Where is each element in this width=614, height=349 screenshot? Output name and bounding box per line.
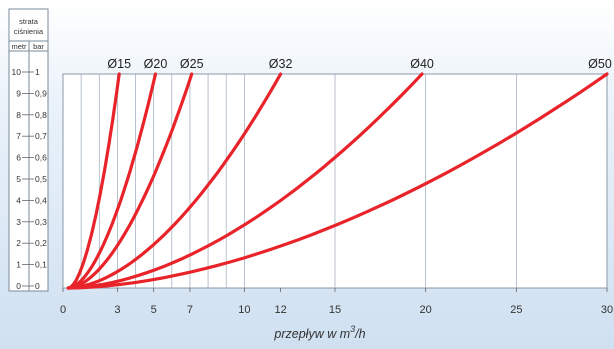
series-curve	[66, 72, 194, 290]
y-tick-meters: 2	[16, 238, 21, 248]
series-curve	[66, 72, 424, 290]
y-tick-bar: 0,3	[35, 217, 47, 227]
y-tick-meters: 7	[16, 131, 21, 141]
y-unit-meters: metr	[12, 42, 28, 51]
series-label: Ø20	[144, 57, 168, 71]
series-curve	[66, 72, 609, 290]
y-tick-bar: 0,6	[35, 153, 47, 163]
series-label: Ø50	[588, 57, 612, 71]
x-tick-label: 30	[601, 304, 613, 316]
y-tick-meters: 1	[16, 260, 21, 270]
x-tick-label: 3	[114, 304, 120, 316]
x-tick-label: 5	[151, 304, 157, 316]
x-tick-label: 7	[187, 304, 193, 316]
series-label: Ø25	[180, 57, 204, 71]
x-tick-label: 20	[420, 304, 432, 316]
y-axis-title-line2: ciśnienia	[14, 27, 44, 36]
x-tick-label: 25	[510, 304, 522, 316]
x-tick-label: 15	[329, 304, 341, 316]
y-tick-meters: 9	[16, 88, 21, 98]
y-tick-bar: 0,8	[35, 110, 47, 120]
y-axis-title-line1: strata	[19, 17, 39, 26]
series-curve	[66, 72, 121, 290]
y-tick-bar: 0	[35, 281, 40, 291]
y-unit-bar: bar	[33, 42, 44, 51]
y-tick-meters: 5	[16, 174, 21, 184]
series-label: Ø15	[107, 57, 131, 71]
y-tick-meters: 6	[16, 153, 21, 163]
series-curve	[66, 72, 158, 290]
series-label: Ø32	[269, 57, 293, 71]
y-tick-bar: 0,2	[35, 238, 47, 248]
y-tick-bar: 0,7	[35, 131, 47, 141]
y-tick-bar: 0,5	[35, 174, 47, 184]
x-tick-label: 10	[238, 304, 250, 316]
y-tick-bar: 0,4	[35, 195, 47, 205]
x-tick-label: 0	[60, 304, 66, 316]
y-tick-meters: 10	[12, 67, 22, 77]
y-tick-meters: 8	[16, 110, 21, 120]
y-tick-meters: 3	[16, 217, 21, 227]
x-axis-label: przepływ w m3/h	[273, 324, 365, 341]
series-curve	[66, 72, 283, 290]
x-tick-label: 12	[274, 304, 286, 316]
y-tick-bar: 0,1	[35, 260, 47, 270]
y-tick-bar: 0,9	[35, 88, 47, 98]
y-tick-bar: 1	[35, 67, 40, 77]
y-tick-meters: 4	[16, 195, 21, 205]
series-label: Ø40	[410, 57, 434, 71]
y-tick-meters: 0	[16, 281, 21, 291]
